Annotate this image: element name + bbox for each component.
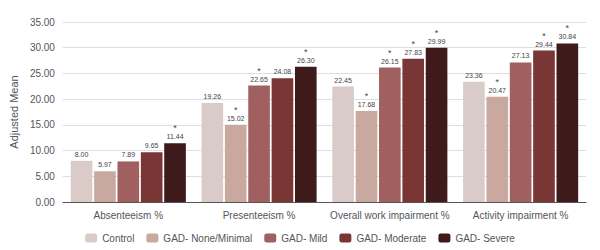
- svg-text:24.08: 24.08: [274, 68, 292, 75]
- svg-text:Activity impairment %: Activity impairment %: [473, 210, 569, 221]
- svg-text:Presenteeism %: Presenteeism %: [223, 210, 296, 221]
- svg-text:GAD- None/Minimal: GAD- None/Minimal: [163, 233, 252, 244]
- svg-text:8.00: 8.00: [75, 151, 89, 158]
- svg-text:Overall work impairment %: Overall work impairment %: [330, 210, 450, 221]
- svg-text:*: *: [566, 23, 570, 33]
- svg-text:30.00: 30.00: [30, 42, 55, 53]
- svg-text:5.00: 5.00: [35, 171, 55, 182]
- svg-text:*: *: [388, 48, 392, 58]
- svg-text:*: *: [435, 28, 439, 38]
- svg-text:15.02: 15.02: [227, 115, 245, 122]
- svg-text:20.00: 20.00: [30, 94, 55, 105]
- svg-text:5.97: 5.97: [98, 161, 112, 168]
- svg-text:22.45: 22.45: [334, 77, 352, 84]
- svg-text:35.00: 35.00: [30, 17, 55, 28]
- svg-text:25.00: 25.00: [30, 68, 55, 79]
- svg-text:23.36: 23.36: [465, 72, 483, 79]
- svg-text:*: *: [234, 105, 238, 115]
- svg-text:Absenteeism %: Absenteeism %: [94, 210, 164, 221]
- svg-text:20.47: 20.47: [488, 87, 506, 94]
- svg-text:*: *: [173, 123, 177, 133]
- svg-text:17.68: 17.68: [358, 101, 376, 108]
- svg-text:26.30: 26.30: [297, 57, 315, 64]
- svg-text:26.15: 26.15: [381, 58, 399, 65]
- svg-text:22.65: 22.65: [250, 76, 268, 83]
- svg-text:29.99: 29.99: [428, 38, 446, 45]
- svg-text:29.44: 29.44: [535, 41, 553, 48]
- svg-text:GAD- Severe: GAD- Severe: [455, 233, 515, 244]
- svg-text:*: *: [495, 77, 499, 87]
- svg-text:30.84: 30.84: [559, 33, 577, 40]
- svg-text:15.00: 15.00: [30, 119, 55, 130]
- svg-text:GAD- Moderate: GAD- Moderate: [356, 233, 426, 244]
- svg-text:*: *: [304, 47, 308, 57]
- svg-text:GAD- Mild: GAD- Mild: [281, 233, 327, 244]
- svg-text:Adjusted Mean: Adjusted Mean: [8, 75, 20, 148]
- svg-text:*: *: [257, 66, 261, 76]
- svg-text:27.83: 27.83: [404, 49, 422, 56]
- svg-text:11.44: 11.44: [167, 133, 184, 140]
- svg-text:10.00: 10.00: [30, 145, 55, 156]
- svg-text:7.89: 7.89: [121, 151, 135, 158]
- svg-text:*: *: [411, 39, 415, 49]
- svg-text:Control: Control: [102, 233, 134, 244]
- svg-text:19.26: 19.26: [204, 93, 222, 100]
- svg-text:9.65: 9.65: [145, 142, 159, 149]
- svg-text:0.00: 0.00: [35, 197, 55, 208]
- svg-text:27.13: 27.13: [512, 52, 530, 59]
- svg-text:*: *: [365, 91, 369, 101]
- svg-text:*: *: [542, 31, 546, 41]
